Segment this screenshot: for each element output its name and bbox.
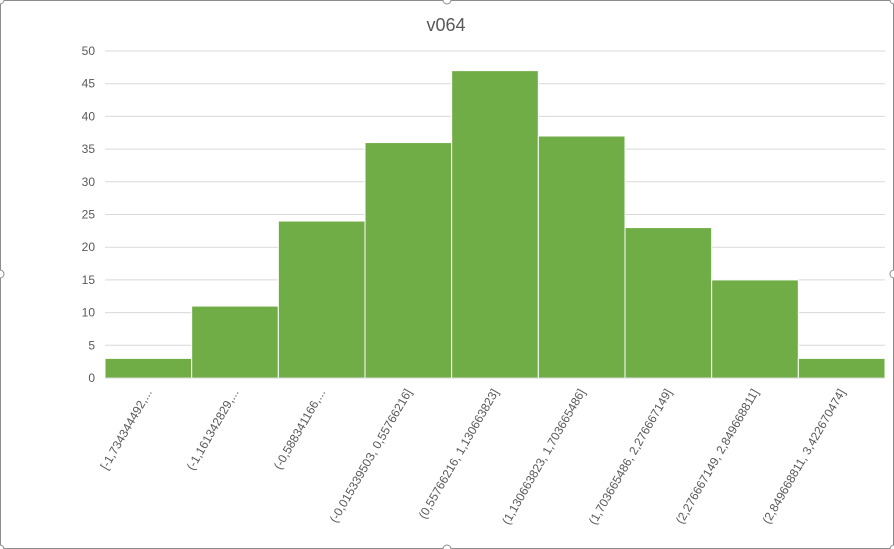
- x-axis-tick-labels: [-1,734344492,... (-1,161342829,... (-0,58…: [97, 387, 848, 528]
- y-tick-label: 40: [82, 109, 96, 123]
- resize-handle-top-left[interactable]: [0, 0, 5, 5]
- resize-handle-bottom-left[interactable]: [0, 544, 5, 549]
- chart-title: v064: [426, 15, 465, 35]
- x-tick-label: (2,849668811, 3,422670474]: [760, 387, 849, 527]
- x-tick-label: (-0,01533950З, 0,55766216]: [327, 387, 415, 526]
- y-tick-label: 30: [82, 175, 96, 189]
- histogram-bar[interactable]: [797, 357, 886, 379]
- y-tick-label: 20: [82, 240, 96, 254]
- x-tick-label: (1,703665486, 2,276667149]: [586, 387, 675, 528]
- y-tick-label: 45: [82, 77, 96, 91]
- x-tick-label: (-1,161342829,...: [184, 387, 242, 473]
- resize-handle-bottom-center[interactable]: [442, 544, 452, 549]
- y-tick-label: 25: [82, 208, 96, 222]
- histogram-bar[interactable]: [537, 135, 626, 379]
- histogram-bar[interactable]: [364, 142, 453, 379]
- y-axis-tick-labels: 0 5 10 15 20 25 30 35 40 45 50: [82, 44, 96, 385]
- y-tick-label: 35: [82, 142, 96, 156]
- x-tick-label: (-0,588341166,...: [271, 387, 328, 472]
- resize-handle-middle-left[interactable]: [0, 269, 5, 279]
- histogram-bar[interactable]: [191, 305, 279, 379]
- resize-handle-bottom-right[interactable]: [889, 544, 894, 549]
- histogram-bar[interactable]: [711, 279, 799, 379]
- x-tick-label: (2,276667149, 2,849668811]: [673, 387, 762, 527]
- resize-handle-middle-right[interactable]: [889, 269, 894, 279]
- y-tick-label: 10: [82, 306, 96, 320]
- histogram-bar[interactable]: [624, 227, 713, 379]
- histogram-bar[interactable]: [104, 357, 193, 379]
- histogram-bar[interactable]: [277, 220, 366, 379]
- resize-handle-top-right[interactable]: [889, 0, 894, 5]
- x-tick-label: [-1,734344492,...: [97, 387, 154, 473]
- x-tick-label: (1,130663823, 1,703665486]: [499, 387, 588, 528]
- y-tick-label: 5: [88, 338, 95, 352]
- y-tick-label: 15: [82, 273, 96, 287]
- x-tick-label: (0,55766216, 1,130663823]: [416, 387, 502, 522]
- resize-handle-top-center[interactable]: [442, 0, 452, 5]
- y-tick-label: 50: [82, 44, 96, 58]
- histogram-bar[interactable]: [451, 70, 539, 379]
- y-tick-label: 0: [88, 371, 95, 385]
